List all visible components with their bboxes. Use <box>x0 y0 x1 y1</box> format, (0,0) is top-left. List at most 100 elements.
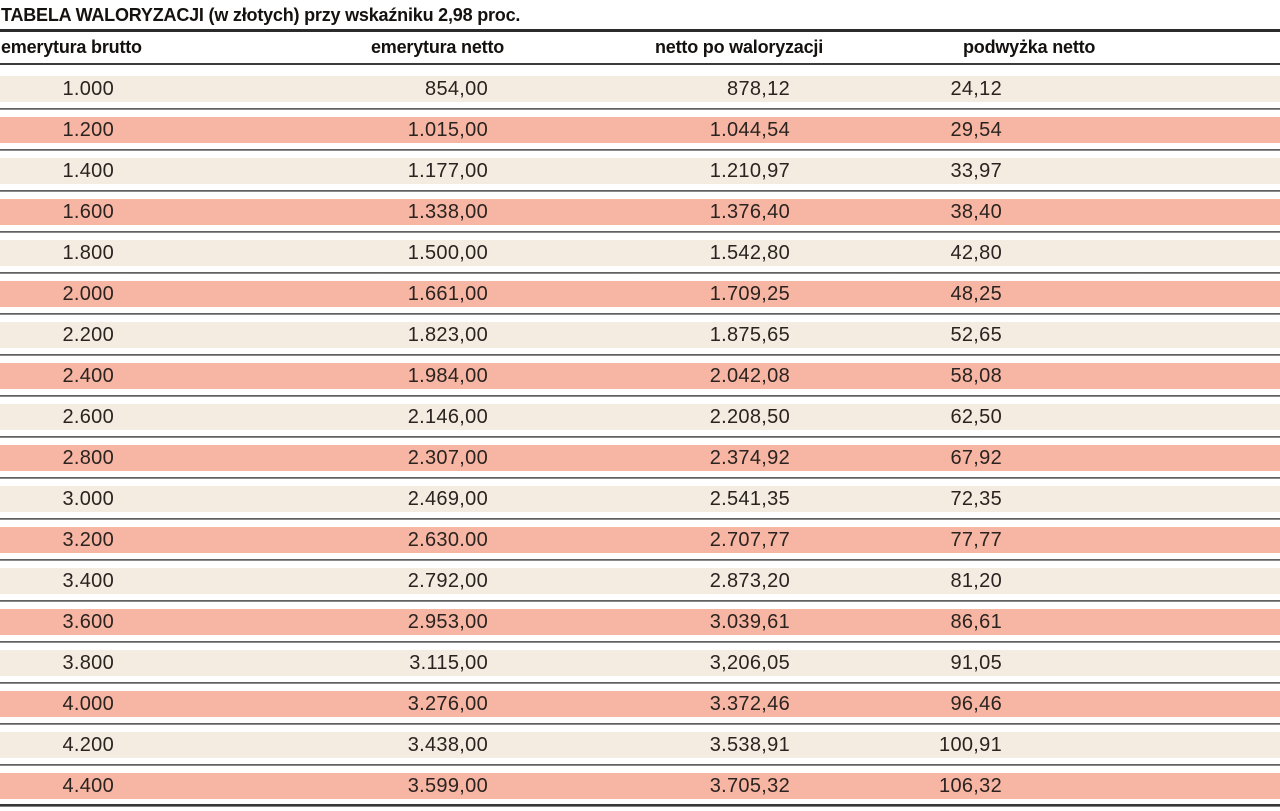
row-separator <box>0 553 1280 568</box>
cell-emerytura-netto: 1.500,00 <box>407 242 488 264</box>
cell-emerytura-brutto: 3.600 <box>62 611 114 633</box>
row-separator <box>0 143 1280 158</box>
cell-podwyzka-netto: 100,91 <box>939 734 1002 756</box>
table-row: 2.800 2.307,00 2.374,92 67,92 <box>0 445 1280 471</box>
cell-podwyzka-netto: 67,92 <box>950 447 1002 469</box>
cell-emerytura-brutto: 3.200 <box>62 529 114 551</box>
cell-emerytura-brutto: 1.200 <box>62 119 114 141</box>
cell-podwyzka-netto: 48,25 <box>950 283 1002 305</box>
cell-emerytura-netto: 2.469,00 <box>407 488 488 510</box>
table-row: 2.400 1.984,00 2.042,08 58,08 <box>0 363 1280 389</box>
cell-netto-po-waloryzacji: 2.707,77 <box>709 529 790 551</box>
cell-emerytura-netto: 1.015,00 <box>407 119 488 141</box>
cell-emerytura-netto: 2.307,00 <box>407 447 488 469</box>
table-row: 4.400 3.599,00 3.705,32 106,32 <box>0 773 1280 799</box>
cell-emerytura-netto: 1.661,00 <box>407 283 488 305</box>
cell-podwyzka-netto: 58,08 <box>950 365 1002 387</box>
row-separator <box>0 266 1280 281</box>
cell-podwyzka-netto: 91,05 <box>950 652 1002 674</box>
cell-netto-po-waloryzacji: 3,206,05 <box>709 652 790 674</box>
cell-emerytura-brutto: 4.400 <box>62 775 114 797</box>
table-row: 3.600 2.953,00 3.039,61 86,61 <box>0 609 1280 635</box>
table-row: 4.200 3.438,00 3.538,91 100,91 <box>0 732 1280 758</box>
cell-netto-po-waloryzacji: 3.039,61 <box>709 611 790 633</box>
row-separator <box>0 512 1280 527</box>
table-row: 3.800 3.115,00 3,206,05 91,05 <box>0 650 1280 676</box>
cell-podwyzka-netto: 33,97 <box>950 160 1002 182</box>
cell-emerytura-netto: 854,00 <box>425 78 488 100</box>
table-body: 1.000 854,00 878,12 24,12 1.200 1.015,00… <box>0 76 1280 799</box>
row-separator <box>0 348 1280 363</box>
cell-emerytura-brutto: 3.000 <box>62 488 114 510</box>
cell-emerytura-netto: 2.953,00 <box>407 611 488 633</box>
row-separator <box>0 430 1280 445</box>
table-title: TABELA WALORYZACJI (w złotych) przy wska… <box>1 5 521 25</box>
cell-podwyzka-netto: 86,61 <box>950 611 1002 633</box>
cell-netto-po-waloryzacji: 2.873,20 <box>709 570 790 592</box>
column-header-podwyzka-netto: podwyżka netto <box>963 37 1096 57</box>
cell-emerytura-brutto: 2.000 <box>62 283 114 305</box>
cell-podwyzka-netto: 96,46 <box>950 693 1002 715</box>
cell-netto-po-waloryzacji: 1.875,65 <box>709 324 790 346</box>
cell-netto-po-waloryzacji: 1.210,97 <box>709 160 790 182</box>
table-row: 2.000 1.661,00 1.709,25 48,25 <box>0 281 1280 307</box>
cell-emerytura-brutto: 3.400 <box>62 570 114 592</box>
cell-emerytura-brutto: 2.200 <box>62 324 114 346</box>
row-separator <box>0 102 1280 117</box>
cell-podwyzka-netto: 106,32 <box>939 775 1002 797</box>
cell-emerytura-brutto: 1.400 <box>62 160 114 182</box>
table-row: 1.400 1.177,00 1.210,97 33,97 <box>0 158 1280 184</box>
cell-emerytura-brutto: 1.000 <box>62 78 114 100</box>
cell-netto-po-waloryzacji: 1.542,80 <box>709 242 790 264</box>
cell-netto-po-waloryzacji: 2.374,92 <box>709 447 790 469</box>
table-row: 3.200 2.630.00 2.707,77 77,77 <box>0 527 1280 553</box>
cell-emerytura-netto: 3.438,00 <box>407 734 488 756</box>
cell-podwyzka-netto: 77,77 <box>950 529 1002 551</box>
row-separator <box>0 676 1280 691</box>
table-row: 3.000 2.469,00 2.541,35 72,35 <box>0 486 1280 512</box>
cell-podwyzka-netto: 38,40 <box>950 201 1002 223</box>
cell-podwyzka-netto: 81,20 <box>950 570 1002 592</box>
table-row: 1.200 1.015,00 1.044,54 29,54 <box>0 117 1280 143</box>
row-separator <box>0 184 1280 199</box>
cell-emerytura-brutto: 1.600 <box>62 201 114 223</box>
row-separator <box>0 758 1280 773</box>
cell-netto-po-waloryzacji: 3.705,32 <box>709 775 790 797</box>
column-header-emerytura-brutto: emerytura brutto <box>1 37 142 57</box>
row-separator <box>0 471 1280 486</box>
cell-emerytura-netto: 3.599,00 <box>407 775 488 797</box>
table-row: 1.000 854,00 878,12 24,12 <box>0 76 1280 102</box>
table-row: 2.200 1.823,00 1.875,65 52,65 <box>0 322 1280 348</box>
table-bottom-rule <box>0 804 1280 807</box>
cell-netto-po-waloryzacji: 2.541,35 <box>709 488 790 510</box>
cell-emerytura-brutto: 2.400 <box>62 365 114 387</box>
cell-podwyzka-netto: 24,12 <box>950 78 1002 100</box>
cell-emerytura-netto: 2.630.00 <box>407 529 488 551</box>
column-header-row: emerytura brutto emerytura netto netto p… <box>0 32 1280 65</box>
cell-netto-po-waloryzacji: 2.042,08 <box>709 365 790 387</box>
cell-emerytura-netto: 2.146,00 <box>407 406 488 428</box>
row-separator <box>0 389 1280 404</box>
cell-podwyzka-netto: 29,54 <box>950 119 1002 141</box>
row-separator <box>0 594 1280 609</box>
cell-emerytura-brutto: 1.800 <box>62 242 114 264</box>
cell-emerytura-netto: 1.823,00 <box>407 324 488 346</box>
cell-netto-po-waloryzacji: 1.376,40 <box>709 201 790 223</box>
row-separator <box>0 635 1280 650</box>
row-separator <box>0 225 1280 240</box>
cell-podwyzka-netto: 42,80 <box>950 242 1002 264</box>
cell-emerytura-brutto: 2.800 <box>62 447 114 469</box>
cell-emerytura-brutto: 2.600 <box>62 406 114 428</box>
cell-netto-po-waloryzacji: 2.208,50 <box>709 406 790 428</box>
row-separator <box>0 307 1280 322</box>
cell-emerytura-netto: 2.792,00 <box>407 570 488 592</box>
cell-emerytura-netto: 1.338,00 <box>407 201 488 223</box>
cell-podwyzka-netto: 72,35 <box>950 488 1002 510</box>
cell-emerytura-netto: 3.115,00 <box>409 652 488 674</box>
table-row: 4.000 3.276,00 3.372,46 96,46 <box>0 691 1280 717</box>
cell-emerytura-netto: 3.276,00 <box>407 693 488 715</box>
cell-emerytura-netto: 1.177,00 <box>407 160 488 182</box>
cell-netto-po-waloryzacji: 3.372,46 <box>709 693 790 715</box>
column-header-emerytura-netto: emerytura netto <box>371 37 505 57</box>
